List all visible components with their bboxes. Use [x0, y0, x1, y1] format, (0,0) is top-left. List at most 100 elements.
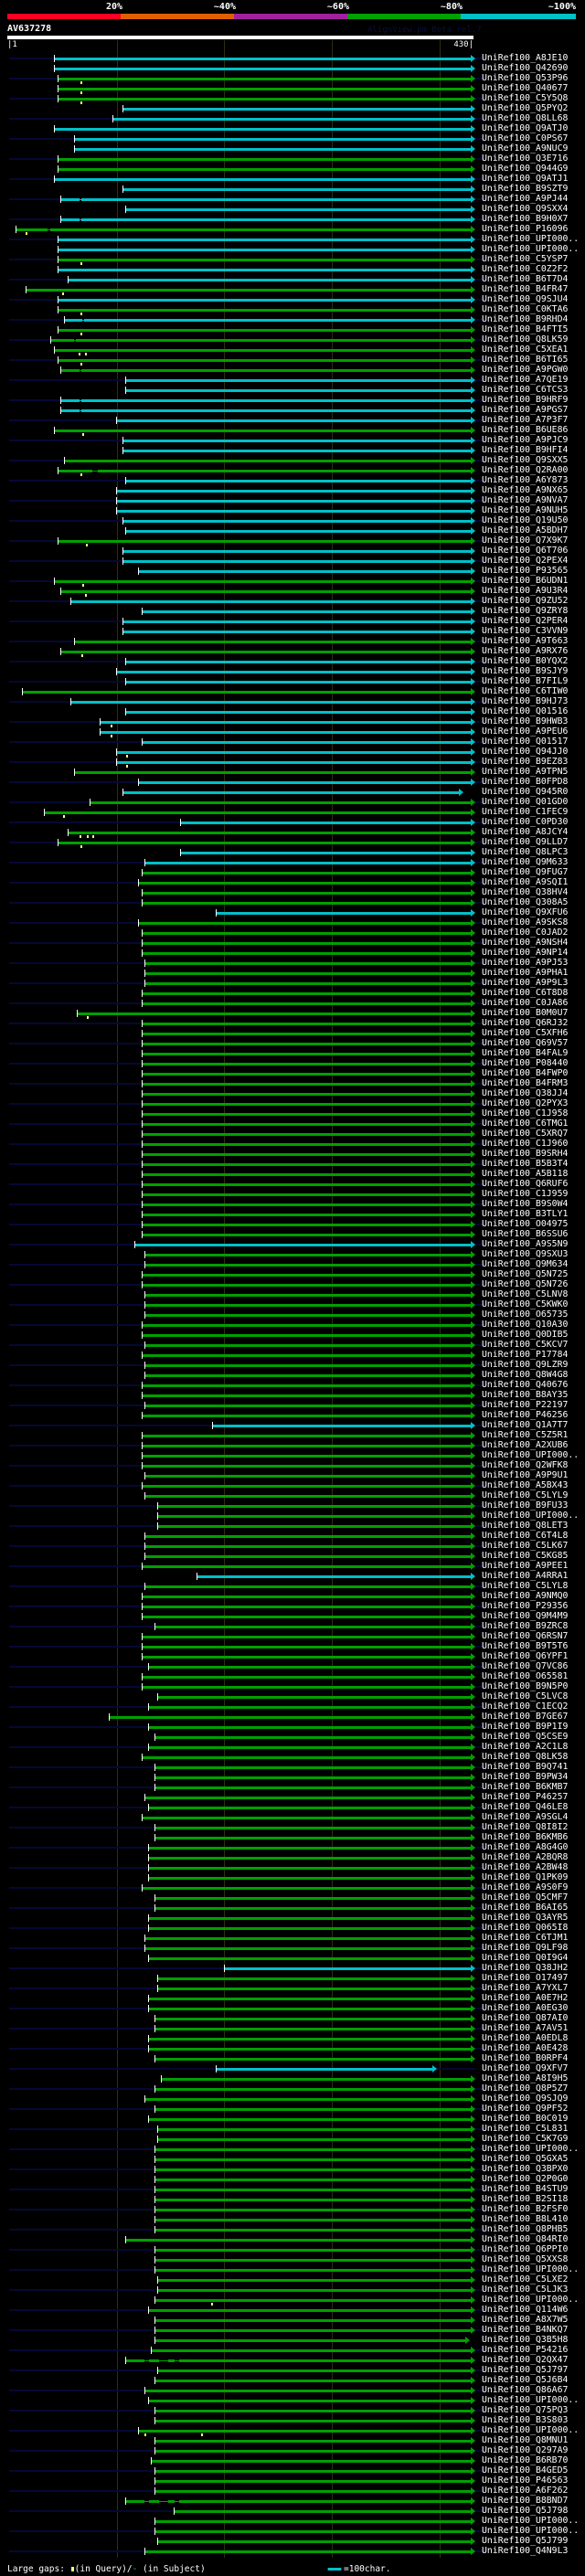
hit-label[interactable]: UniRef100_C0JA86 — [482, 998, 569, 1008]
alignment-bar[interactable] — [125, 480, 471, 482]
hit-label[interactable]: UniRef100_Q01GD0 — [482, 797, 569, 807]
hit-label[interactable]: UniRef100_A9P9L3 — [482, 978, 569, 988]
hit-label[interactable]: UniRef100_Q9SJQ9 — [482, 2094, 569, 2104]
alignment-bar[interactable] — [141, 1173, 471, 1176]
hit-label[interactable]: UniRef100_Q8MNU1 — [482, 2435, 569, 2445]
alignment-bar[interactable] — [157, 1505, 471, 1508]
hit-label[interactable]: UniRef100_B9T5T6 — [482, 1641, 569, 1651]
alignment-bar[interactable] — [122, 631, 471, 633]
alignment-bar[interactable] — [147, 1857, 471, 1860]
alignment-bar[interactable] — [125, 661, 471, 663]
alignment-bar[interactable] — [141, 741, 471, 744]
alignment-bar[interactable] — [144, 1797, 471, 1799]
hit-label[interactable]: UniRef100_Q86A67 — [482, 2385, 569, 2395]
alignment-bar[interactable] — [57, 98, 471, 101]
alignment-bar[interactable] — [141, 1455, 471, 1458]
alignment-bar[interactable] — [154, 2028, 471, 2030]
alignment-bar[interactable] — [154, 2410, 471, 2412]
hit-label[interactable]: UniRef100_Q9M633 — [482, 857, 569, 867]
alignment-bar[interactable] — [157, 1696, 471, 1699]
alignment-bar[interactable] — [157, 2138, 471, 2141]
hit-label[interactable]: UniRef100_B0FPD8 — [482, 777, 569, 787]
hit-label[interactable]: UniRef100_B6UDN1 — [482, 576, 569, 586]
hit-label[interactable]: UniRef100_Q6PPI0 — [482, 2244, 569, 2254]
alignment-bar[interactable] — [157, 2279, 471, 2282]
alignment-bar[interactable] — [144, 2550, 471, 2553]
alignment-bar[interactable] — [154, 1786, 471, 1789]
hit-label[interactable]: UniRef100_Q9ATJ1 — [482, 174, 569, 184]
alignment-bar[interactable] — [115, 419, 471, 422]
alignment-bar[interactable] — [60, 369, 471, 372]
hit-label[interactable]: UniRef100_C5LYL9 — [482, 1490, 569, 1500]
hit-label[interactable]: UniRef100_Q5N726 — [482, 1279, 569, 1289]
hit-label[interactable]: UniRef100_A9PEE1 — [482, 1561, 569, 1571]
hit-label[interactable]: UniRef100_Q6YPF1 — [482, 1651, 569, 1661]
hit-label[interactable]: UniRef100_A4RRA1 — [482, 1571, 569, 1581]
hit-label[interactable]: UniRef100_Q46LE8 — [482, 1802, 569, 1812]
alignment-bar[interactable] — [154, 2209, 471, 2211]
hit-label[interactable]: UniRef100_Q6T706 — [482, 546, 569, 556]
alignment-bar[interactable] — [141, 1033, 471, 1035]
hit-label[interactable]: UniRef100_A8G4G0 — [482, 1842, 569, 1852]
alignment-bar[interactable] — [144, 972, 471, 975]
alignment-bar[interactable] — [67, 279, 471, 281]
hit-label[interactable]: UniRef100_C6T4L8 — [482, 1531, 569, 1541]
alignment-bar[interactable] — [154, 2259, 471, 2262]
hit-label[interactable]: UniRef100_A7QE19 — [482, 375, 569, 385]
hit-label[interactable]: UniRef100_Q01517 — [482, 737, 569, 747]
alignment-bar[interactable] — [141, 1595, 471, 1598]
hit-label[interactable]: UniRef100_B9S0W4 — [482, 1199, 569, 1209]
hit-label[interactable]: UniRef100_Q8LPC3 — [482, 847, 569, 857]
hit-label[interactable]: UniRef100_Q6RUF6 — [482, 1179, 569, 1189]
alignment-bar[interactable] — [141, 1415, 471, 1417]
hit-label[interactable]: UniRef100_O04975 — [482, 1219, 569, 1229]
hit-label[interactable]: UniRef100_C6TIW0 — [482, 686, 569, 696]
alignment-bar[interactable] — [144, 1294, 471, 1297]
alignment-bar[interactable] — [154, 1837, 471, 1839]
alignment-bar[interactable] — [125, 2500, 471, 2503]
alignment-bar[interactable] — [43, 811, 471, 814]
hit-label[interactable]: UniRef100_A5B118 — [482, 1169, 569, 1179]
hit-label[interactable]: UniRef100_C5XRQ7 — [482, 1129, 569, 1139]
hit-label[interactable]: UniRef100_C0KTA6 — [482, 304, 569, 314]
alignment-bar[interactable] — [147, 2309, 471, 2312]
hit-label[interactable]: UniRef100_B9SZT9 — [482, 184, 569, 194]
alignment-bar[interactable] — [73, 138, 471, 141]
hit-label[interactable]: UniRef100_Q065I8 — [482, 1923, 569, 1933]
hit-label[interactable]: UniRef100_UPI000.. — [482, 1450, 580, 1460]
hit-label[interactable]: UniRef100_A7P3F7 — [482, 415, 569, 425]
alignment-bar[interactable] — [141, 1606, 471, 1608]
alignment-bar[interactable] — [141, 1224, 471, 1226]
alignment-bar[interactable] — [144, 862, 471, 864]
hit-label[interactable]: UniRef100_C0Z2F2 — [482, 264, 569, 274]
alignment-bar[interactable] — [215, 2068, 432, 2071]
alignment-bar[interactable] — [57, 78, 471, 80]
hit-label[interactable]: UniRef100_Q5GXA5 — [482, 2154, 569, 2164]
hit-label[interactable]: UniRef100_B9HJ73 — [482, 696, 569, 706]
alignment-bar[interactable] — [141, 1153, 471, 1156]
alignment-bar[interactable] — [54, 58, 471, 60]
alignment-bar[interactable] — [57, 299, 471, 302]
alignment-bar[interactable] — [60, 590, 471, 593]
alignment-bar[interactable] — [147, 1666, 471, 1669]
hit-label[interactable]: UniRef100_C5Z5R1 — [482, 1430, 569, 1440]
hit-label[interactable]: UniRef100_Q38HV4 — [482, 887, 569, 897]
hit-label[interactable]: UniRef100_Q01516 — [482, 706, 569, 716]
alignment-bar[interactable] — [141, 1334, 471, 1337]
alignment-bar[interactable] — [154, 2178, 471, 2181]
hit-label[interactable]: UniRef100_B6KMB7 — [482, 1782, 569, 1792]
hit-label[interactable]: UniRef100_Q10A30 — [482, 1320, 569, 1330]
alignment-bar[interactable] — [122, 520, 471, 523]
hit-label[interactable]: UniRef100_P46563 — [482, 2475, 569, 2486]
alignment-bar[interactable] — [64, 460, 471, 462]
hit-label[interactable]: UniRef100_P46256 — [482, 1410, 569, 1420]
hit-label[interactable]: UniRef100_C5LJK3 — [482, 2284, 569, 2295]
hit-label[interactable]: UniRef100_Q6RSN7 — [482, 1631, 569, 1641]
hit-label[interactable]: UniRef100_Q8P5Z7 — [482, 2083, 569, 2094]
hit-label[interactable]: UniRef100_A9NMQ0 — [482, 1591, 569, 1601]
alignment-bar[interactable] — [99, 721, 471, 724]
alignment-bar[interactable] — [125, 681, 471, 684]
alignment-bar[interactable] — [147, 1847, 471, 1850]
alignment-bar[interactable] — [154, 2299, 471, 2302]
hit-label[interactable]: UniRef100_A9NP14 — [482, 948, 569, 958]
